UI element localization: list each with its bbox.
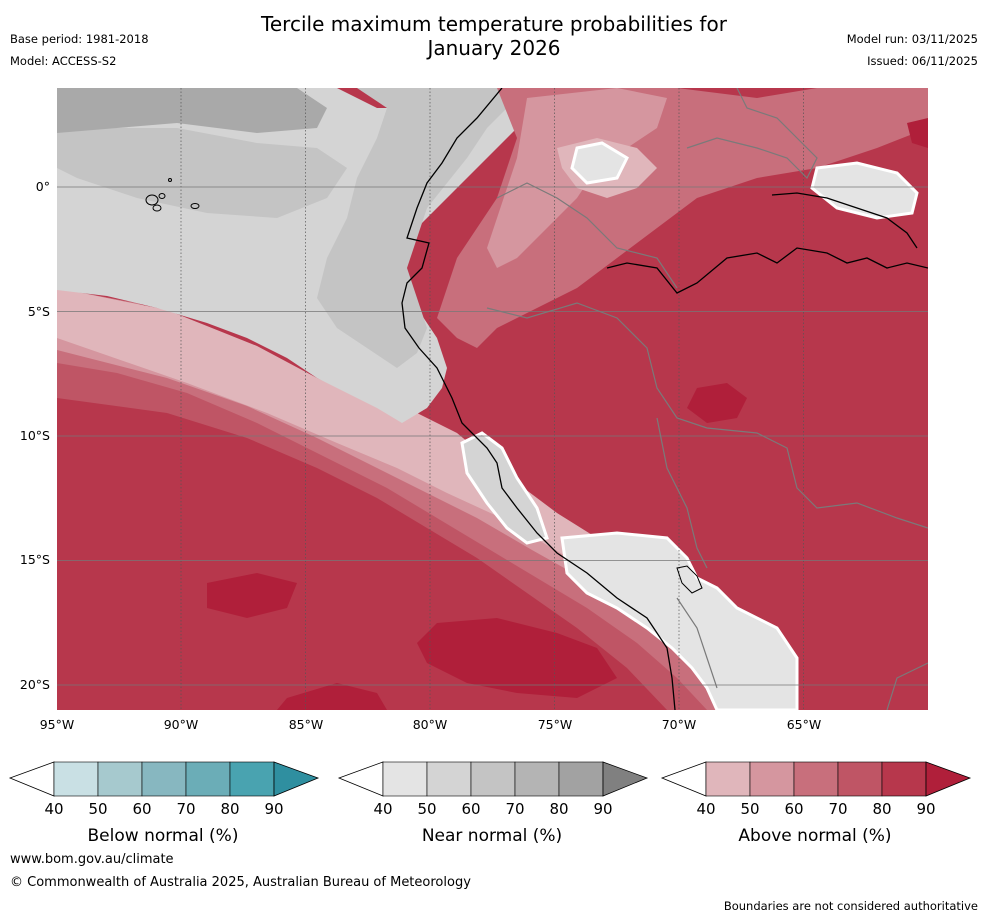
colorbar-above-tick: 60 [784, 800, 804, 818]
latitude-lines [57, 186, 928, 686]
colorbar-near [337, 761, 649, 797]
colorbar-above-segment [749, 761, 795, 797]
colorbar-below-tick: 50 [88, 800, 108, 818]
colorbar-above-label: Above normal (%) [738, 826, 892, 846]
disclaimer-text: Boundaries are not considered authoritat… [723, 899, 978, 913]
colorbar-near-segment [470, 761, 516, 797]
colorbar-near-tick: 90 [593, 800, 613, 818]
region-near-40-ne [810, 161, 919, 220]
colorbar-near-over [602, 761, 649, 797]
lat-label-10s: 10°S [19, 428, 50, 443]
model-run: Model run: 03/11/2025 [846, 32, 978, 46]
coastline [401, 88, 928, 710]
colorbar-above-tick: 40 [696, 800, 716, 818]
colorbar-near-segment [558, 761, 604, 797]
lon-label-95w: 95°W [39, 717, 75, 732]
colorbars [8, 761, 972, 797]
colorbar-near-under [337, 761, 384, 797]
colorbar-above-tick: 90 [916, 800, 936, 818]
region-near-40-andes [560, 531, 799, 710]
country-borders [486, 88, 928, 710]
region-near-40-n [570, 141, 629, 185]
issued-date: Issued: 06/11/2025 [867, 54, 978, 68]
region-above-90-b [207, 573, 297, 618]
meta-right: Model run: 03/11/2025 Issued: 06/11/2025 [847, 28, 978, 72]
model-name: Model: ACCESS-S2 [10, 54, 117, 68]
colorbar-below-segment [141, 761, 187, 797]
region-near-60-west [57, 128, 347, 218]
lon-label-75w: 75°W [537, 717, 573, 732]
colorbar-below-segment [229, 761, 275, 797]
colorbar-below-tick: 70 [176, 800, 196, 818]
colorbar-below-under [8, 761, 55, 797]
map-title: Tercile maximum temperature probabilitie… [0, 12, 988, 60]
colorbar-near-tick: 40 [373, 800, 393, 818]
lon-label-80w: 80°W [412, 717, 448, 732]
region-above-90-c [417, 618, 617, 698]
graticule [180, 88, 804, 710]
colorbar-near-segment [382, 761, 428, 797]
colorbar-above-over [925, 761, 972, 797]
lon-label-90w: 90°W [163, 717, 199, 732]
colorbar-near-tick: 50 [417, 800, 437, 818]
colorbar-below-segment [185, 761, 231, 797]
base-period: Base period: 1981-2018 [10, 32, 149, 46]
colorbar-below-tick: 40 [44, 800, 64, 818]
website-link[interactable]: www.bom.gov.au/climate [10, 852, 174, 867]
region-near-70 [57, 88, 327, 133]
colorbar-above-under [660, 761, 707, 797]
colorbar-near-segment [514, 761, 560, 797]
colorbar-above [660, 761, 972, 797]
colorbar-below-label: Below normal (%) [87, 826, 239, 846]
colorbar-below-segment [53, 761, 99, 797]
copyright-text: © Commonwealth of Australia 2025, Austra… [10, 875, 471, 890]
colorbar-above-segment [705, 761, 751, 797]
colorbar-near-tick: 70 [505, 800, 525, 818]
lat-label-0: 0° [35, 179, 50, 194]
lat-label-5s: 5°S [27, 304, 50, 319]
lon-label-85w: 85°W [288, 717, 324, 732]
meta-left: Base period: 1981-2018 Model: ACCESS-S2 [10, 28, 149, 72]
colorbar-near-tick: 60 [461, 800, 481, 818]
galapagos-islands [145, 178, 200, 212]
probability-map [57, 88, 928, 710]
colorbar-near-segment [426, 761, 472, 797]
colorbar-above-tick: 50 [740, 800, 760, 818]
lon-label-70w: 70°W [661, 717, 697, 732]
region-above-90-e [277, 683, 387, 710]
colorbar-below [8, 761, 320, 797]
colorbar-below-tick: 90 [264, 800, 284, 818]
colorbar-above-tick: 70 [828, 800, 848, 818]
lat-label-20s: 20°S [19, 677, 50, 692]
colorbar-above-tick: 80 [872, 800, 892, 818]
colorbar-below-segment [97, 761, 143, 797]
lake-titicaca [676, 565, 703, 594]
lon-label-65w: 65°W [786, 717, 822, 732]
region-above-90-d [907, 118, 928, 148]
region-near-60 [317, 88, 517, 368]
region-above-40-coast [57, 288, 782, 710]
colorbar-above-segment [881, 761, 927, 797]
colorbar-above-segment [793, 761, 839, 797]
title-line-2: January 2026 [427, 36, 561, 60]
colorbar-below-tick: 60 [132, 800, 152, 818]
region-near-50-coast [460, 431, 549, 545]
colorbar-near-label: Near normal (%) [421, 826, 563, 846]
colorbar-near-tick: 80 [549, 800, 569, 818]
title-line-1: Tercile maximum temperature probabilitie… [261, 12, 727, 36]
colorbar-below-tick: 80 [220, 800, 240, 818]
region-above-90-a [687, 383, 747, 423]
colorbar-below-over [273, 761, 320, 797]
colorbar-above-segment [837, 761, 883, 797]
lat-label-15s: 15°S [19, 552, 50, 567]
